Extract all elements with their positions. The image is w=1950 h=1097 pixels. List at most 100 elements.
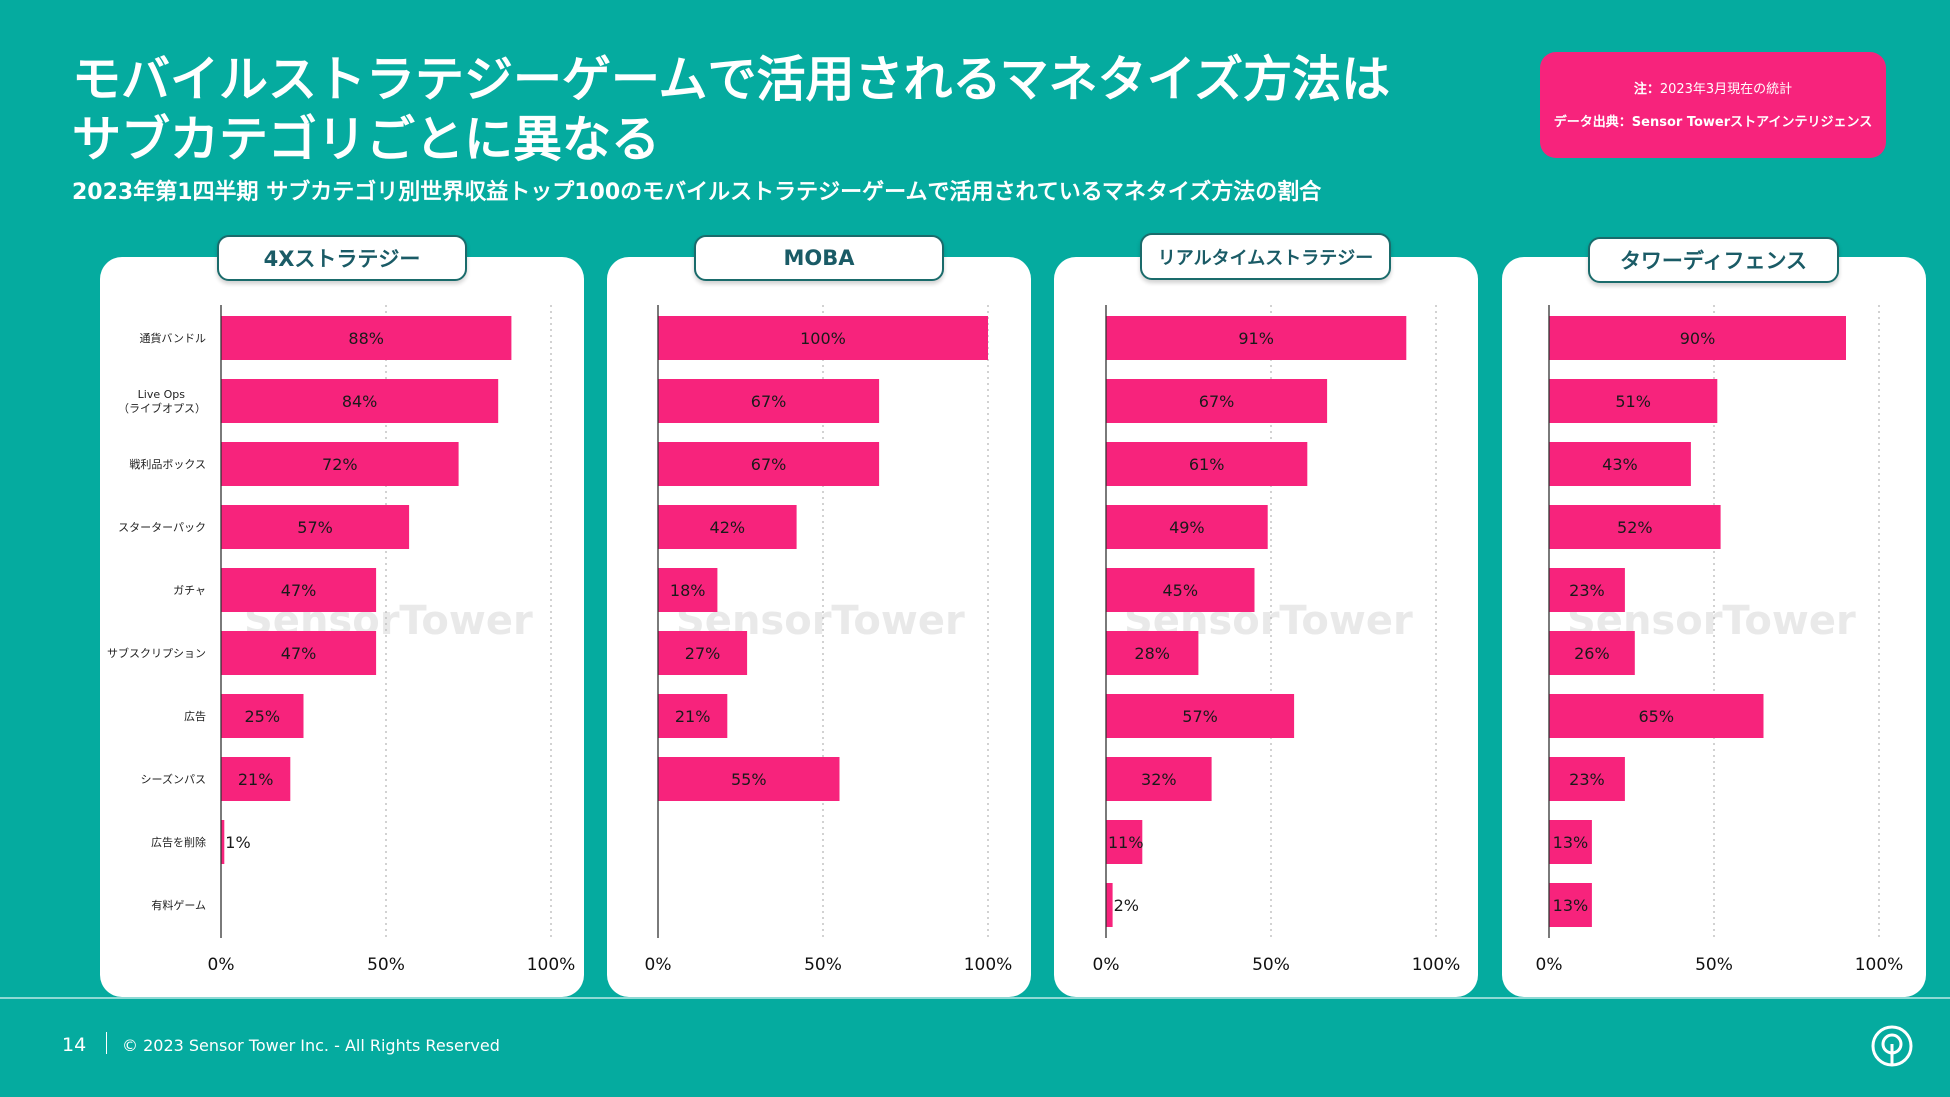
- category-label: 広告: [184, 710, 206, 723]
- bar-value-label: 1%: [225, 833, 250, 852]
- bar: [658, 631, 748, 675]
- bar-value-label: 55%: [731, 770, 767, 789]
- bar-value-label: 43%: [1602, 455, 1638, 474]
- bar: [1549, 379, 1718, 423]
- page-subtitle: 2023年第1四半期 サブカテゴリ別世界収益トップ100のモバイルストラテジーゲ…: [72, 180, 1322, 205]
- x-tick-label: 0%: [645, 955, 672, 975]
- bar-value-label: 27%: [685, 644, 721, 663]
- bar-value-label: 13%: [1553, 896, 1589, 915]
- bar-value-label: 72%: [322, 455, 358, 474]
- bar: [1106, 568, 1255, 612]
- chart-title-td: タワーディフェンス: [1588, 237, 1839, 283]
- bar: [1106, 379, 1328, 423]
- bar: [1549, 442, 1691, 486]
- bar: [221, 631, 377, 675]
- chart-title-rts: リアルタイムストラテジー: [1140, 233, 1391, 280]
- bar: [1106, 883, 1113, 927]
- bar: [1549, 505, 1721, 549]
- bar: [1106, 631, 1199, 675]
- x-tick-label: 100%: [1855, 955, 1904, 975]
- page-title: モバイルストラテジーゲームで活用されるマネタイズ方法は サブカテゴリごとに異なる: [72, 50, 1512, 170]
- bar-value-label: 23%: [1569, 581, 1605, 600]
- bar: [658, 379, 880, 423]
- page-title-line-2: サブカテゴリごとに異なる: [72, 111, 661, 168]
- source-note-box: 注：2023年3月現在の統計 データ出典：Sensor Towerストアインテリ…: [1540, 52, 1886, 158]
- page-title-line-1: モバイルストラテジーゲームで活用されるマネタイズ方法は: [72, 51, 1391, 108]
- bar-value-label: 47%: [281, 581, 317, 600]
- bar: [1549, 568, 1625, 612]
- bar: [658, 316, 988, 360]
- note-line-2: データ出典：Sensor Towerストアインテリジェンス: [1540, 111, 1886, 130]
- bar-value-label: 84%: [342, 392, 378, 411]
- chart-title-4x: 4Xストラテジー: [217, 235, 467, 281]
- note-label: 注：: [1633, 82, 1660, 97]
- category-label: 通貨バンドル: [139, 331, 206, 345]
- bar-value-label: 28%: [1134, 644, 1170, 663]
- category-label: スターターパック: [118, 521, 206, 534]
- bar: [1106, 442, 1308, 486]
- bar-value-label: 51%: [1615, 392, 1651, 411]
- copyright-text: © 2023 Sensor Tower Inc. - All Rights Re…: [122, 1036, 500, 1055]
- x-tick-label: 0%: [1093, 955, 1120, 975]
- bar-value-label: 49%: [1169, 518, 1205, 537]
- bar: [1549, 820, 1592, 864]
- bar: [221, 379, 499, 423]
- bar: [658, 757, 840, 801]
- bar: [658, 568, 718, 612]
- bar-value-label: 42%: [710, 518, 746, 537]
- bar-value-label: 18%: [670, 581, 706, 600]
- bar: [658, 694, 728, 738]
- sensor-tower-logo-icon: [1871, 1025, 1913, 1067]
- bar-value-label: 11%: [1108, 833, 1144, 852]
- x-tick-label: 50%: [1252, 955, 1290, 975]
- bar: [221, 757, 291, 801]
- category-label: シーズンパス: [141, 772, 206, 786]
- bar: [221, 568, 377, 612]
- bar: [221, 505, 410, 549]
- x-tick-label: 50%: [804, 955, 842, 975]
- x-tick-label: 50%: [367, 955, 405, 975]
- x-tick-label: 100%: [527, 955, 576, 975]
- bar-value-label: 90%: [1680, 329, 1716, 348]
- bar-value-label: 61%: [1189, 455, 1225, 474]
- bar-value-label: 57%: [1182, 707, 1218, 726]
- bar: [1549, 757, 1625, 801]
- bar: [1106, 694, 1295, 738]
- x-tick-label: 100%: [1412, 955, 1461, 975]
- chart-title-moba: MOBA: [694, 235, 944, 281]
- bar-value-label: 65%: [1638, 707, 1674, 726]
- bar-value-label: 88%: [348, 329, 384, 348]
- footer-divider: [0, 997, 1950, 999]
- bar-value-label: 100%: [800, 329, 846, 348]
- category-label: Live Ops （ライブオプス）: [118, 388, 206, 415]
- page-number: 14: [62, 1034, 87, 1056]
- bar: [1549, 694, 1764, 738]
- category-label: ガチャ: [173, 584, 206, 597]
- bar: [1549, 883, 1592, 927]
- x-tick-label: 0%: [1536, 955, 1563, 975]
- category-label-line: （ライブオプス）: [118, 401, 206, 415]
- x-tick-label: 50%: [1695, 955, 1733, 975]
- category-label-line: Live Ops: [138, 388, 186, 401]
- bar-value-label: 21%: [238, 770, 274, 789]
- category-label: 戦利品ボックス: [129, 458, 206, 471]
- bar-value-label: 2%: [1114, 896, 1139, 915]
- bar-value-label: 13%: [1553, 833, 1589, 852]
- category-label: サブスクリプション: [107, 646, 206, 660]
- bar-value-label: 67%: [751, 455, 787, 474]
- bar: [1106, 757, 1212, 801]
- bar: [1106, 505, 1268, 549]
- bar-value-label: 67%: [1199, 392, 1235, 411]
- note-line-1: 注：2023年3月現在の統計: [1540, 78, 1886, 97]
- bar-value-label: 57%: [297, 518, 333, 537]
- bar: [221, 694, 304, 738]
- bar-value-label: 52%: [1617, 518, 1653, 537]
- note-text: 2023年3月現在の統計: [1659, 82, 1793, 97]
- x-tick-label: 0%: [208, 955, 235, 975]
- bar: [1549, 316, 1846, 360]
- bar-value-label: 25%: [244, 707, 280, 726]
- footer-separator: [106, 1032, 107, 1054]
- bar-value-label: 45%: [1162, 581, 1198, 600]
- bar: [1549, 631, 1635, 675]
